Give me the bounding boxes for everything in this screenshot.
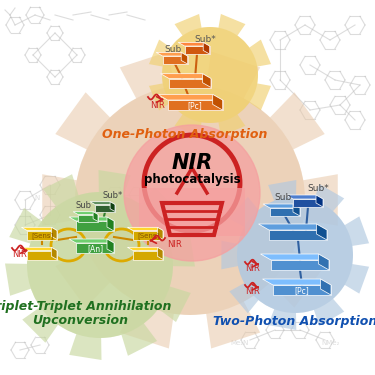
Text: NIR: NIR [167, 240, 182, 249]
Polygon shape [5, 170, 195, 360]
Polygon shape [51, 247, 57, 259]
Polygon shape [203, 42, 210, 54]
Text: Two-Photon Absorption: Two-Photon Absorption [213, 315, 375, 328]
Polygon shape [93, 212, 98, 222]
Text: Upconversion: Upconversion [32, 314, 128, 327]
Text: NIR: NIR [171, 153, 213, 173]
Polygon shape [181, 53, 188, 64]
Polygon shape [78, 214, 98, 222]
Text: Sub*: Sub* [103, 191, 123, 200]
Polygon shape [158, 247, 163, 259]
Text: N: N [34, 195, 40, 201]
Polygon shape [158, 227, 163, 240]
Polygon shape [95, 204, 115, 212]
Polygon shape [149, 14, 271, 136]
Polygon shape [269, 230, 327, 240]
Polygon shape [107, 239, 114, 253]
Polygon shape [202, 74, 211, 87]
Text: Me₂N: Me₂N [231, 340, 249, 346]
Text: photocatalysis: photocatalysis [144, 174, 240, 186]
Text: [Pc]: [Pc] [295, 286, 309, 296]
Text: NIR: NIR [12, 250, 27, 259]
Polygon shape [128, 247, 163, 250]
Polygon shape [221, 180, 369, 330]
Polygon shape [21, 247, 57, 250]
Text: Sub: Sub [164, 45, 182, 54]
Text: NIR: NIR [245, 264, 260, 273]
Polygon shape [293, 199, 323, 207]
Circle shape [124, 125, 260, 261]
Text: Sub*: Sub* [307, 184, 329, 193]
Text: Triplet-Triplet Annihilation: Triplet-Triplet Annihilation [0, 300, 172, 313]
Text: Sub: Sub [75, 201, 91, 210]
Polygon shape [273, 285, 331, 295]
Polygon shape [178, 42, 210, 46]
Polygon shape [168, 100, 222, 110]
Polygon shape [21, 227, 57, 231]
Polygon shape [69, 239, 114, 243]
Polygon shape [69, 217, 114, 221]
Polygon shape [271, 260, 329, 270]
Circle shape [27, 192, 173, 338]
Circle shape [75, 85, 305, 315]
Text: [Sens]: [Sens] [31, 232, 53, 239]
Polygon shape [76, 243, 114, 253]
Polygon shape [261, 254, 329, 260]
Text: NIR: NIR [245, 287, 260, 296]
Polygon shape [169, 78, 211, 87]
Polygon shape [90, 202, 115, 204]
Polygon shape [107, 217, 114, 231]
Polygon shape [286, 195, 323, 199]
Text: CN: CN [150, 190, 160, 196]
Polygon shape [51, 227, 57, 240]
Polygon shape [110, 202, 115, 211]
Polygon shape [156, 53, 188, 56]
Text: Sub*: Sub* [194, 36, 216, 45]
Text: Sub: Sub [274, 193, 292, 202]
Polygon shape [321, 279, 331, 295]
Polygon shape [263, 204, 300, 208]
Text: NC: NC [110, 190, 120, 196]
Text: One-Photon Absorption: One-Photon Absorption [102, 128, 268, 141]
Polygon shape [213, 94, 222, 110]
Polygon shape [42, 51, 338, 348]
Polygon shape [160, 74, 211, 78]
Polygon shape [76, 221, 114, 231]
Polygon shape [128, 227, 163, 231]
Polygon shape [162, 56, 188, 64]
Polygon shape [73, 212, 98, 214]
Polygon shape [139, 188, 245, 236]
Text: NIR: NIR [150, 100, 165, 109]
Polygon shape [293, 204, 300, 216]
Text: [Sens]: [Sens] [137, 232, 159, 239]
Polygon shape [158, 94, 222, 100]
Polygon shape [316, 224, 327, 240]
Text: [Pc]: [Pc] [188, 102, 202, 111]
Text: NMe₂: NMe₂ [322, 340, 340, 346]
Circle shape [237, 197, 353, 313]
Text: [An]: [An] [87, 244, 103, 254]
Polygon shape [27, 251, 57, 260]
Polygon shape [262, 279, 331, 285]
Polygon shape [133, 231, 163, 240]
Polygon shape [270, 208, 300, 216]
Polygon shape [318, 254, 329, 270]
Polygon shape [27, 231, 57, 240]
Polygon shape [184, 46, 210, 54]
Circle shape [162, 27, 258, 123]
Polygon shape [258, 224, 327, 230]
Polygon shape [316, 195, 323, 207]
Polygon shape [133, 251, 163, 260]
